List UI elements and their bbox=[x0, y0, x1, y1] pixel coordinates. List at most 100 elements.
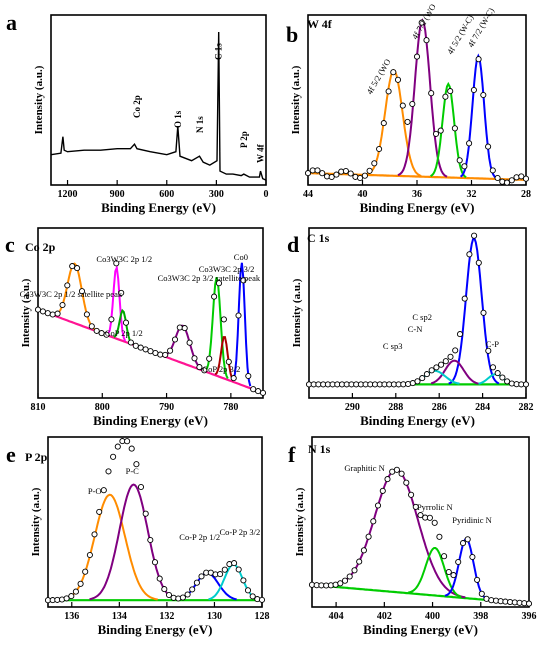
panel-letter: f bbox=[288, 442, 296, 467]
x-axis-label: Binding Energy (eV) bbox=[93, 413, 208, 428]
y-axis-label: Intensity (a.u.) bbox=[20, 278, 32, 347]
peak-label: Co0 bbox=[234, 252, 248, 262]
data-point bbox=[351, 567, 358, 574]
data-point bbox=[68, 593, 75, 600]
x-axis-label: Binding Energy (eV) bbox=[360, 413, 475, 428]
data-point bbox=[522, 175, 530, 182]
background-line bbox=[308, 172, 526, 181]
x-tick-label: 40 bbox=[358, 189, 368, 200]
peak-label: N 1s bbox=[195, 116, 205, 133]
panel-d: 290 288 286 284 282 Binding Energy (eV) Intens… bbox=[287, 227, 534, 428]
peak-label: Pyridinic N bbox=[452, 515, 491, 525]
panel-letter: b bbox=[286, 22, 298, 47]
data-point bbox=[165, 591, 173, 599]
data-point bbox=[456, 157, 463, 164]
fit-peak-4 bbox=[459, 53, 497, 179]
data-point bbox=[181, 325, 188, 332]
data-point bbox=[250, 386, 257, 393]
x-tick-label: 780 bbox=[223, 402, 238, 413]
data-point bbox=[417, 512, 424, 519]
data-point bbox=[249, 593, 256, 600]
data-point bbox=[147, 536, 154, 544]
data-point bbox=[118, 289, 125, 296]
data-point bbox=[156, 575, 163, 582]
data-point bbox=[83, 311, 90, 318]
data-point bbox=[447, 88, 454, 95]
peak-label: CoP 2p 1/2 bbox=[105, 328, 143, 338]
fit-peak-4 bbox=[208, 563, 259, 601]
data-point bbox=[485, 143, 492, 150]
data-point bbox=[103, 331, 110, 338]
plot-frame bbox=[37, 227, 264, 399]
data-point bbox=[376, 145, 383, 153]
peak-label: 4f 7/2 (WO bbox=[410, 2, 438, 41]
data-point bbox=[466, 251, 473, 258]
x-axis-label: Binding Energy (eV) bbox=[98, 622, 213, 637]
x-tick-label: 44 bbox=[303, 189, 313, 200]
data-point bbox=[333, 171, 340, 178]
x-tick-label: 396 bbox=[522, 611, 537, 622]
panel-title: N 1s bbox=[308, 442, 331, 456]
fit-peak-2 bbox=[430, 359, 479, 385]
data-point bbox=[522, 381, 530, 388]
y-axis-label: Intensity (a.u.) bbox=[291, 278, 303, 347]
panel-c: 810 800 790 780 Binding Energy (eV) Intensity… bbox=[5, 227, 267, 428]
data-point bbox=[356, 558, 363, 565]
peak-label: P-O bbox=[88, 486, 102, 496]
data-point bbox=[469, 553, 476, 561]
data-point bbox=[78, 288, 86, 295]
data-point bbox=[412, 503, 419, 510]
data-point bbox=[442, 358, 449, 365]
data-point bbox=[142, 346, 149, 353]
data-point bbox=[394, 76, 402, 83]
x-tick-label: 286 bbox=[432, 402, 447, 413]
data-point bbox=[64, 282, 71, 289]
data-point bbox=[423, 371, 430, 378]
panel-f: 404 402 400 398 396 Binding Energy (eV) Intens… bbox=[288, 436, 537, 637]
data-point bbox=[379, 487, 386, 494]
data-point bbox=[328, 173, 335, 181]
x-tick-label: 288 bbox=[388, 402, 403, 413]
x-tick-label: 790 bbox=[159, 402, 174, 413]
data-point bbox=[409, 100, 416, 108]
data-point bbox=[88, 323, 95, 330]
data-point bbox=[314, 167, 321, 174]
x-tick-label: 400 bbox=[425, 611, 440, 622]
x-tick-label: 136 bbox=[64, 611, 79, 622]
data-point bbox=[464, 536, 471, 543]
data-point bbox=[471, 232, 478, 239]
data-point bbox=[63, 595, 70, 602]
data-point bbox=[399, 102, 406, 109]
data-point bbox=[54, 310, 61, 317]
data-point bbox=[413, 53, 421, 60]
data-point bbox=[494, 370, 501, 377]
x-tick-label: 1200 bbox=[58, 189, 78, 200]
data-point bbox=[235, 566, 242, 573]
plot-frame bbox=[47, 436, 263, 608]
data-point bbox=[461, 163, 468, 170]
data-point bbox=[91, 531, 98, 538]
plot-frame bbox=[311, 436, 530, 608]
x-tick-label: 28 bbox=[521, 189, 531, 200]
data-point bbox=[475, 56, 482, 63]
x-tick-label: 600 bbox=[159, 189, 174, 200]
peak-label: C sp2 bbox=[412, 312, 432, 322]
data-point bbox=[110, 453, 117, 460]
data-point bbox=[489, 364, 497, 371]
peak-label: Co3W3C 2p 3/2 satellite peak bbox=[158, 273, 261, 283]
data-point bbox=[499, 374, 506, 381]
data-point bbox=[304, 170, 312, 177]
data-point bbox=[137, 483, 145, 491]
peak-label: C 1s bbox=[214, 43, 224, 60]
peak-label: 4f 7/2 (W-C) bbox=[465, 6, 496, 49]
data-point bbox=[371, 160, 378, 167]
data-point bbox=[426, 514, 433, 521]
data-point bbox=[198, 573, 205, 580]
data-point bbox=[184, 591, 191, 598]
x-axis-label: Binding Energy (eV) bbox=[101, 200, 216, 215]
data-point bbox=[100, 487, 107, 494]
panel-letter: d bbox=[287, 232, 299, 257]
fit-peak-3 bbox=[444, 537, 488, 600]
x-tick-label: 284 bbox=[475, 402, 490, 413]
